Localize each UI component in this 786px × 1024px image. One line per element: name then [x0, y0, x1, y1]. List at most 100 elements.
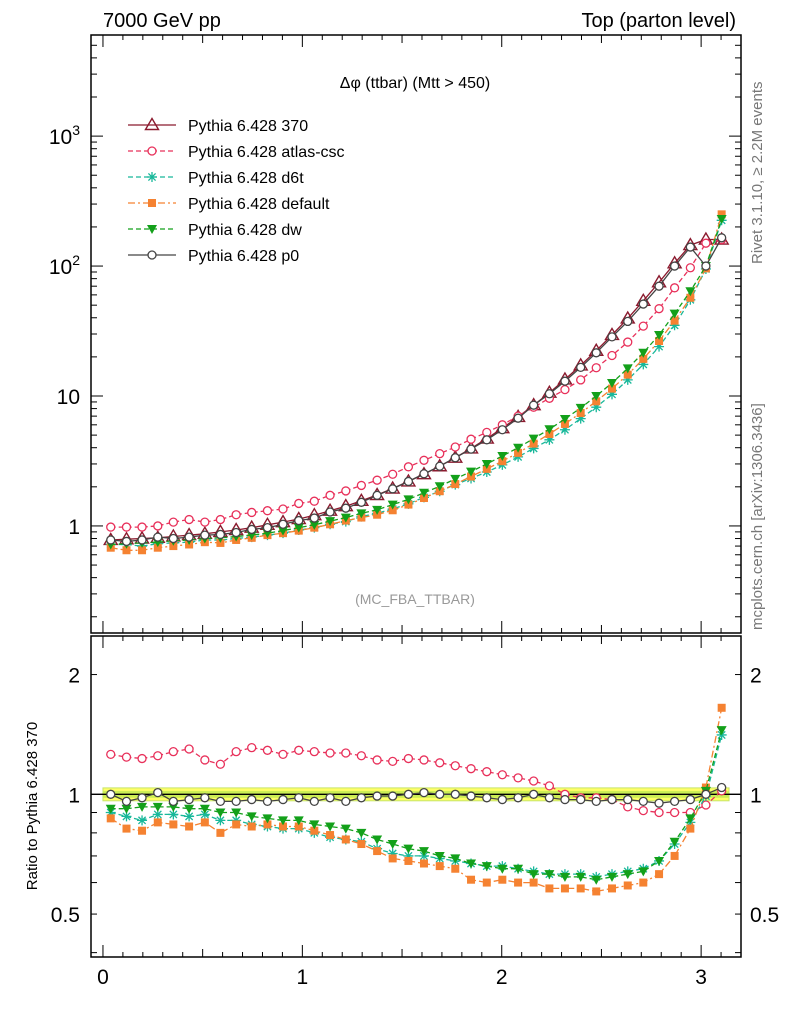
main-series-1-point: [669, 283, 680, 293]
ratio-series-2-point: [498, 875, 507, 884]
ratio-series-3-point: [231, 808, 242, 818]
ratio-ytick-label: 2: [68, 665, 80, 688]
main-series-line-0: [110, 238, 722, 541]
main-series-5-point: [247, 524, 257, 535]
main-series-4-point: [513, 443, 524, 453]
ratio-series-2-point: [326, 831, 335, 840]
ratio-series-0-point: [278, 749, 288, 760]
main-series-1-point: [106, 522, 116, 532]
main-series-1-point: [623, 337, 633, 347]
ratio-series-0-point: [137, 753, 147, 764]
ratio-series-1-point: [403, 850, 414, 861]
ratio-series-3-point: [716, 726, 727, 736]
main-series-4-point: [559, 415, 570, 425]
ratio-series-0-point: [325, 748, 335, 758]
main-series-5-point: [153, 532, 163, 542]
main-series-1-point: [607, 350, 617, 361]
main-series-4-point: [387, 500, 398, 510]
ratio-series-4-point: [419, 787, 429, 798]
xtick-label: 1: [297, 966, 309, 989]
main-series-1-point: [435, 449, 445, 459]
ratio-series-4-point: [121, 796, 132, 807]
main-series-2-point: [559, 424, 570, 435]
ratio-series-0-point: [184, 744, 194, 754]
ratio-series-3-point: [497, 864, 508, 874]
legend-marker: [148, 199, 156, 207]
ratio-series-1-point: [231, 815, 242, 826]
main-series-5-point: [466, 444, 476, 454]
ratio-series-2-point: [106, 814, 115, 823]
ratio-series-2-point: [435, 862, 444, 871]
ratio-series-3-point: [372, 835, 383, 845]
ratio-series-3-point: [434, 851, 445, 861]
main-series-1-point: [247, 507, 257, 518]
main-series-3-point: [576, 408, 585, 417]
ratio-series-2-point: [200, 818, 209, 827]
main-series-1-point: [294, 498, 304, 509]
main-series-1-point: [372, 475, 382, 485]
ratio-series-4-point: [341, 796, 351, 807]
main-series-4-point: [246, 531, 257, 541]
ratio-series-0-point: [121, 752, 132, 762]
main-series-1-point: [576, 375, 586, 385]
ratio-series-1-point: [387, 848, 398, 859]
ratio-series-3-point: [591, 875, 602, 885]
ratio-series-3-point: [466, 859, 477, 869]
ratio-series-3-point: [121, 804, 132, 814]
ratio-series-2-point: [670, 851, 679, 860]
main-series-5-point: [482, 435, 492, 445]
ratio-series-1-point: [168, 809, 179, 820]
ratio-series-1-point: [184, 811, 195, 822]
ratio-ytick-label: 1: [68, 784, 80, 807]
main-series-5-point: [231, 527, 241, 538]
legend-entry: Pythia 6.428 p0: [188, 248, 299, 265]
ratio-series-4-point: [623, 794, 633, 805]
xtick-label: 2: [496, 966, 508, 989]
ratio-series-1-point: [152, 809, 163, 820]
ratio-series-1-point: [199, 809, 210, 820]
main-series-3-point: [169, 542, 178, 551]
main-series-3-point: [388, 506, 397, 515]
main-series-4-point: [434, 482, 445, 492]
main-series-3-point: [592, 397, 601, 406]
main-series-3-point: [639, 354, 648, 363]
ratio-series-4-point: [309, 796, 319, 807]
main-series-line-1: [110, 238, 722, 528]
ratio-series-4-point: [466, 791, 476, 801]
ratio-series-2-point: [717, 703, 726, 712]
ratio-series-3-point: [559, 872, 570, 882]
ratio-series-3-point: [199, 804, 210, 814]
main-series-1-point: [121, 522, 132, 532]
ratio-series-4-point: [184, 794, 194, 805]
ratio-series-3-point: [325, 822, 336, 832]
ratio-series-0-point: [450, 761, 460, 771]
ratio-series-2-point: [341, 835, 350, 844]
main-series-5-point: [544, 389, 555, 399]
main-series-5-point: [168, 533, 178, 544]
ratio-series-0-point: [466, 764, 476, 774]
main-series-5-point: [435, 461, 445, 471]
main-ytick-label: 102: [49, 252, 80, 279]
legend-entry: Pythia 6.428 d6t: [188, 170, 304, 187]
main-series-3-point: [607, 384, 616, 393]
ratio-series-0-point: [372, 755, 382, 765]
main-series-5-point: [576, 362, 586, 373]
ratio-series-3-point: [606, 872, 617, 882]
main-frame: [90, 34, 742, 634]
main-series-4-point: [638, 348, 649, 358]
legend-entry: Pythia 6.428 dw: [188, 222, 302, 239]
main-series-3-point: [670, 316, 679, 325]
xtick-label: 3: [695, 966, 707, 989]
ratio-series-4-point: [388, 791, 398, 801]
ratio-series-3-point: [137, 802, 148, 812]
ratio-series-3-point: [309, 820, 320, 830]
ratio-series-4-point: [560, 794, 570, 805]
main-series-3-point: [529, 439, 538, 448]
ratio-series-0-point: [419, 755, 429, 765]
main-series-1-point: [482, 427, 492, 438]
ratio-series-2-point: [404, 856, 413, 865]
ratio-series-4-point: [372, 791, 382, 801]
ratio-series-0-point: [544, 781, 555, 791]
main-series-line-5: [110, 237, 723, 543]
main-series-4-point: [497, 452, 508, 462]
